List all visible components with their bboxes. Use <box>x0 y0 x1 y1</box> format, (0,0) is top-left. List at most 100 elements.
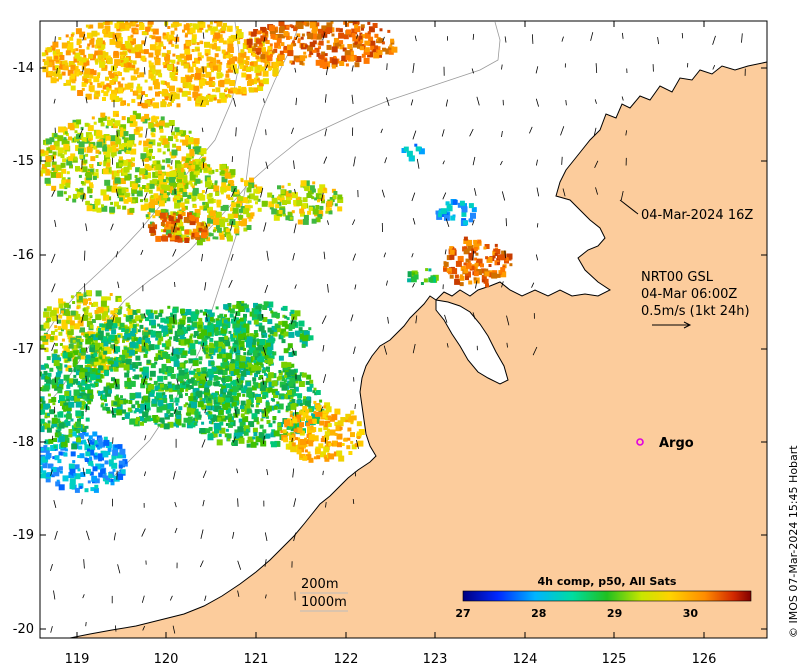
sst-pixel <box>150 330 156 336</box>
sst-pixel <box>247 195 251 199</box>
sst-pixel <box>172 143 177 148</box>
sst-pixel <box>305 415 310 420</box>
sst-pixel <box>261 334 265 338</box>
sst-pixel <box>109 146 116 153</box>
sst-pixel <box>213 422 220 429</box>
sst-pixel <box>111 318 117 324</box>
sst-pixel <box>287 347 291 351</box>
sst-pixel <box>301 343 306 348</box>
sst-pixel <box>186 153 193 160</box>
sst-pixel <box>172 308 178 314</box>
sst-pixel <box>85 393 92 400</box>
sst-pixel <box>210 30 215 35</box>
sst-pixel <box>81 389 86 394</box>
sst-pixel <box>200 232 207 239</box>
sst-pixel <box>468 252 474 258</box>
sst-pixel <box>189 172 194 176</box>
sst-pixel <box>84 384 91 390</box>
sst-pixel <box>119 178 126 184</box>
sst-pixel <box>470 212 476 219</box>
sst-pixel <box>295 58 300 63</box>
sst-pixel <box>89 337 94 342</box>
sst-pixel <box>43 150 49 156</box>
sst-pixel <box>152 28 156 32</box>
sst-pixel <box>209 21 213 25</box>
current-vector <box>356 34 358 39</box>
sst-pixel <box>176 227 180 231</box>
sst-pixel <box>233 412 239 418</box>
sst-pixel <box>379 28 383 32</box>
sst-pixel <box>163 141 170 148</box>
sst-pixel <box>265 401 270 406</box>
sst-pixel <box>45 375 50 380</box>
sst-pixel <box>202 311 207 316</box>
sst-pixel <box>428 277 434 283</box>
sst-pixel <box>262 70 269 77</box>
sst-pixel <box>40 155 42 162</box>
sst-pixel <box>136 88 142 94</box>
sst-pixel <box>189 335 193 339</box>
current-vector <box>535 254 539 261</box>
sst-pixel <box>191 38 197 44</box>
sst-pixel <box>231 401 237 407</box>
sst-pixel <box>88 437 92 441</box>
sst-pixel <box>333 191 338 195</box>
sst-pixel <box>98 472 104 478</box>
sst-pixel <box>337 420 344 427</box>
sst-pixel <box>326 201 333 208</box>
sst-pixel <box>88 449 95 456</box>
sst-pixel <box>79 372 85 379</box>
sst-pixel <box>40 149 45 154</box>
sst-pixel <box>139 27 143 31</box>
sst-pixel <box>183 360 187 364</box>
sst-pixel <box>201 237 206 242</box>
sst-pixel <box>253 360 257 364</box>
sst-pixel <box>117 150 122 155</box>
sst-pixel <box>447 203 451 207</box>
sst-pixel <box>197 27 203 33</box>
sst-pixel <box>65 311 71 316</box>
sst-pixel <box>184 184 189 189</box>
sst-pixel <box>76 339 81 343</box>
sst-pixel <box>233 68 239 74</box>
sst-pixel <box>326 415 332 421</box>
sst-pixel <box>210 356 214 360</box>
sst-pixel <box>164 318 170 324</box>
sst-pixel <box>339 40 344 45</box>
sst-pixel <box>313 49 317 53</box>
sst-pixel <box>109 293 113 296</box>
sst-pixel <box>175 235 180 240</box>
sst-pixel <box>314 197 318 201</box>
sst-pixel <box>181 207 186 212</box>
sst-pixel <box>272 420 276 424</box>
sst-pixel <box>40 466 43 473</box>
sst-pixel <box>108 21 113 25</box>
sst-pixel <box>84 177 91 184</box>
sst-pixel <box>304 400 311 407</box>
sst-pixel <box>347 427 352 432</box>
sst-pixel <box>135 44 142 51</box>
sst-pixel <box>134 346 140 352</box>
sst-pixel <box>101 315 106 320</box>
sst-pixel <box>212 88 215 92</box>
sst-pixel <box>308 441 314 447</box>
sst-pixel <box>94 44 99 49</box>
sst-pixel <box>266 366 270 371</box>
sst-pixel <box>148 144 153 149</box>
sst-pixel <box>57 357 62 362</box>
sst-pixel <box>256 365 262 371</box>
sst-pixel <box>187 344 191 348</box>
sst-pixel <box>277 185 281 190</box>
sst-pixel <box>318 427 323 432</box>
sst-pixel <box>81 137 87 143</box>
sst-pixel <box>110 201 114 205</box>
sst-pixel <box>185 309 192 315</box>
sst-pixel <box>110 150 117 157</box>
sst-pixel <box>499 271 503 275</box>
sst-pixel <box>141 40 146 45</box>
sst-pixel <box>169 235 175 241</box>
sst-pixel <box>225 70 229 74</box>
sst-pixel <box>109 334 115 340</box>
sst-pixel <box>98 457 103 462</box>
sst-pixel <box>46 379 51 385</box>
